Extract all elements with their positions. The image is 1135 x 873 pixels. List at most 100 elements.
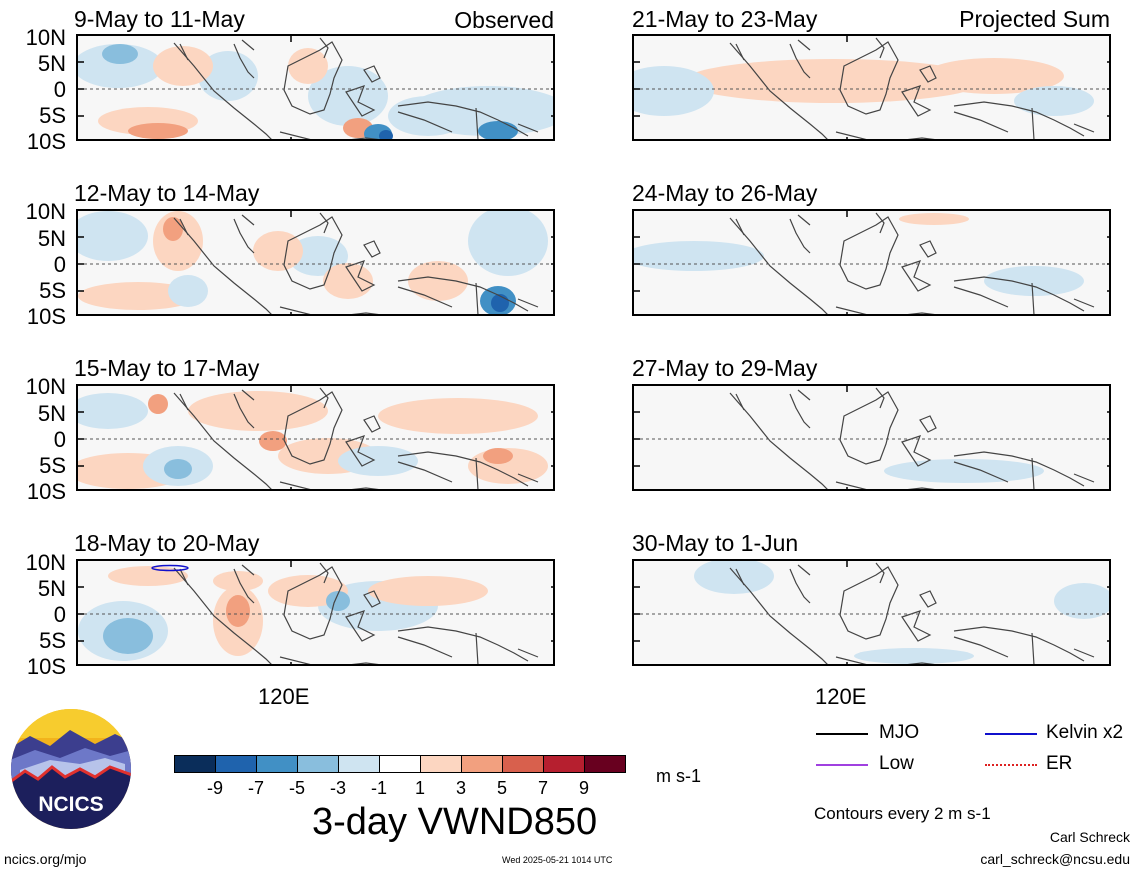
- colorbar-swatch: [256, 755, 298, 773]
- coastline: [283, 566, 343, 640]
- anomaly-shading: [379, 130, 393, 139]
- lat-label: 10N: [25, 550, 66, 575]
- coastline: [901, 435, 932, 467]
- colorbar-swatch: [174, 755, 216, 773]
- lat-label: 5N: [37, 576, 66, 601]
- coastline: [901, 85, 932, 117]
- logo-text: NCICS: [38, 793, 103, 816]
- panel-title-7: 18-May to 20-May: [74, 530, 260, 556]
- lat-label: 0: [53, 77, 66, 102]
- coastline: [345, 610, 376, 642]
- coastline: [279, 131, 311, 139]
- website-link[interactable]: ncics.org/mjo: [4, 851, 87, 867]
- coastline: [953, 636, 1009, 658]
- coastline: [735, 218, 745, 236]
- coastline: [319, 562, 329, 584]
- coastline: [835, 306, 867, 314]
- coastline: [351, 662, 379, 664]
- coastline: [835, 656, 867, 664]
- coastline: [797, 39, 811, 51]
- colorbar-swatch: [297, 755, 339, 773]
- legend-line-er: [985, 764, 1037, 766]
- lat-label: 0: [53, 252, 66, 277]
- anomaly-shading: [288, 48, 328, 84]
- colorbar-tick-label: 5: [496, 778, 507, 798]
- colorbar-tick-label: -1: [370, 778, 387, 798]
- coastline: [1031, 457, 1035, 489]
- colorbar-swatch: [502, 755, 544, 773]
- anomaly-shading: [634, 66, 714, 116]
- anomaly-shading: [213, 571, 263, 591]
- anomaly-shading: [368, 576, 488, 606]
- coastline: [397, 276, 529, 312]
- panel-label-projected: Projected Sum: [959, 6, 1110, 32]
- coastline: [875, 387, 885, 409]
- lat-label: 5S: [39, 628, 66, 653]
- lat-label: 5N: [37, 51, 66, 76]
- anomaly-shading: [468, 211, 548, 276]
- contour-note: Contours every 2 m s-1: [814, 804, 991, 823]
- author: Carl Schreck: [1049, 829, 1130, 845]
- coastline: [279, 306, 311, 314]
- anomaly-shading: [253, 231, 303, 271]
- lat-label: 5S: [39, 278, 66, 303]
- map-panel-7: [76, 559, 555, 666]
- coastline: [901, 610, 932, 642]
- map-panel-5: [76, 384, 555, 491]
- coastline: [351, 312, 379, 314]
- legend-line-kelvin: [985, 733, 1037, 735]
- legend-line-mjo: [816, 733, 868, 735]
- coastline: [789, 393, 811, 429]
- coastline: [517, 473, 539, 483]
- coastline: [173, 567, 272, 664]
- panel-title-3: 12-May to 14-May: [74, 180, 260, 206]
- coastline: [907, 137, 935, 139]
- coastline: [729, 392, 828, 489]
- coastline: [919, 415, 937, 433]
- coastline: [797, 389, 811, 401]
- coastline: [363, 590, 381, 608]
- lat-label: 10N: [25, 199, 66, 224]
- anomaly-shading: [288, 236, 348, 276]
- coastline: [901, 260, 932, 292]
- panel-title-5: 15-May to 17-May: [74, 355, 260, 381]
- panel-title-4: 24-May to 26-May: [632, 180, 818, 206]
- coastline: [233, 568, 255, 604]
- coastline: [397, 101, 529, 137]
- coastline: [735, 568, 745, 586]
- legend-label-er: ER: [1046, 753, 1073, 774]
- anomaly-shading: [684, 59, 984, 103]
- coastline: [729, 217, 828, 314]
- coastline: [241, 389, 255, 401]
- coastline: [241, 39, 255, 51]
- coastline: [789, 218, 811, 254]
- coastline: [517, 648, 539, 658]
- anomaly-shading: [164, 459, 192, 479]
- anomaly-shading: [924, 58, 1064, 94]
- coastline: [475, 107, 479, 139]
- colorbar-tick-label: 3: [455, 778, 466, 798]
- lat-label: 10S: [26, 479, 66, 504]
- lat-label: 0: [53, 602, 66, 627]
- anomaly-shading: [78, 282, 198, 310]
- anomaly-shading: [326, 591, 350, 611]
- anomaly-shading: [128, 123, 188, 139]
- anomaly-shading: [884, 459, 1044, 483]
- coastline: [797, 564, 811, 576]
- anomaly-shading: [338, 446, 418, 476]
- coastline: [735, 43, 745, 61]
- coastline: [1073, 473, 1095, 483]
- anomaly-shading: [168, 275, 208, 307]
- anomaly-shading: [108, 566, 188, 586]
- coastline: [345, 435, 376, 467]
- coastline: [179, 43, 189, 61]
- anomaly-shading: [78, 44, 163, 88]
- coastline: [953, 111, 1009, 133]
- coastline: [839, 566, 899, 640]
- coastline: [283, 216, 343, 290]
- coastline: [397, 111, 453, 133]
- coastline: [363, 415, 381, 433]
- coastline: [517, 123, 539, 133]
- coastline: [839, 41, 899, 115]
- colorbar-swatch: [584, 755, 626, 773]
